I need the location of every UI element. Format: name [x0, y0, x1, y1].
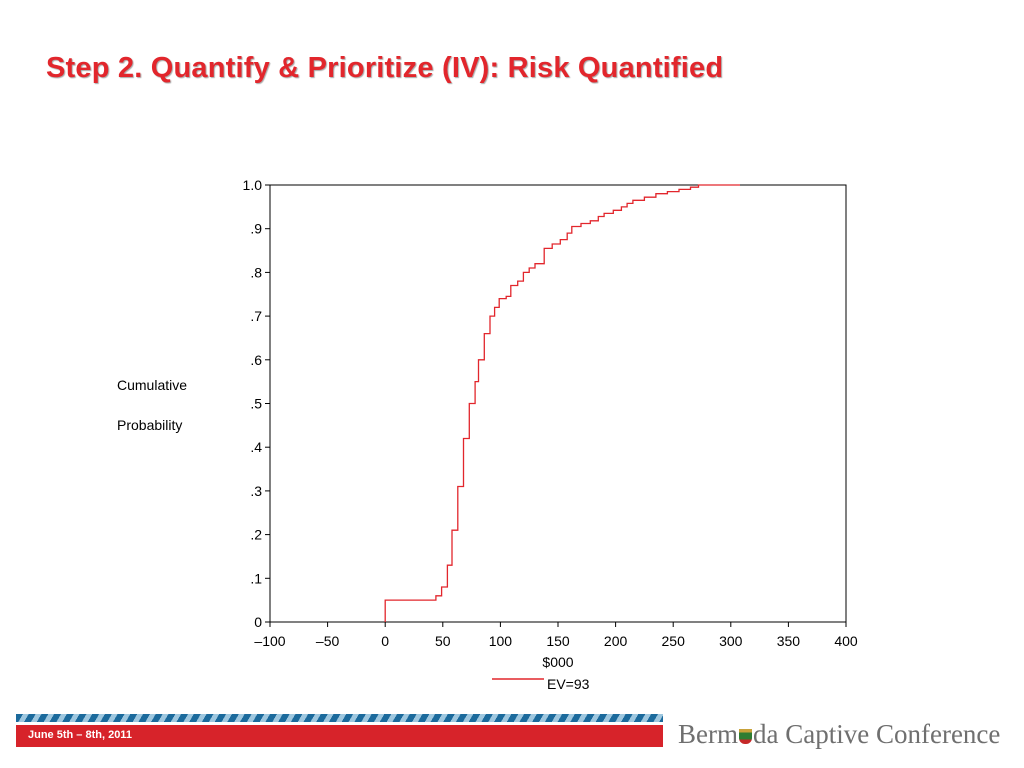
x-tick-label: 100	[489, 633, 513, 649]
x-tick-label: –50	[316, 633, 340, 649]
y-tick-label: .3	[250, 483, 262, 499]
footer-date: June 5th – 8th, 2011	[28, 729, 132, 741]
y-tick-label: .8	[250, 264, 262, 280]
x-tick-label: 0	[381, 633, 389, 649]
y-tick-label: .5	[250, 396, 262, 412]
y-tick-label: .4	[250, 439, 262, 455]
y-tick-label: .6	[250, 352, 262, 368]
plot-frame	[269, 184, 847, 623]
brand-text-part2: da Captive Conference	[753, 719, 1001, 749]
x-tick-label: 300	[719, 633, 743, 649]
x-tick-label: 50	[435, 633, 451, 649]
legend-label: EV=93	[547, 676, 590, 692]
footer-stripe	[16, 714, 663, 722]
x-tick-label: –100	[254, 633, 285, 649]
footer-bar	[16, 725, 663, 747]
y-tick-label: 0	[254, 614, 262, 630]
slide-title: Step 2. Quantify & Prioritize (IV): Risk…	[46, 52, 724, 84]
y-tick-label: 1.0	[243, 177, 263, 193]
brand-logo: Berm da Captive Conference	[678, 719, 1000, 750]
x-axis-label: $000	[542, 654, 573, 670]
cdf-step-line	[384, 184, 740, 622]
y-tick-label: .1	[250, 570, 262, 586]
x-tick-label: 250	[662, 633, 686, 649]
y-tick-label: .2	[250, 527, 262, 543]
x-tick-label: 400	[834, 633, 858, 649]
y-axis: 0 .1 .2 .3 .4 .5 .6 .7 .8 .9 1.0	[243, 177, 270, 630]
x-tick-label: 200	[604, 633, 628, 649]
bermuda-crest-icon	[739, 729, 752, 744]
x-tick-label: 350	[777, 633, 801, 649]
y-tick-label: .7	[250, 308, 262, 324]
y-axis-label-line1: Cumulative	[117, 377, 188, 393]
brand-text-part1: Berm	[678, 719, 738, 749]
x-axis: –100 –50 0 50 100 150 200 250 300 350 400	[254, 622, 858, 649]
y-tick-label: .9	[250, 221, 262, 237]
series-layer	[384, 184, 740, 622]
x-tick-label: 150	[546, 633, 570, 649]
y-axis-label-line2: Probability	[117, 417, 183, 433]
